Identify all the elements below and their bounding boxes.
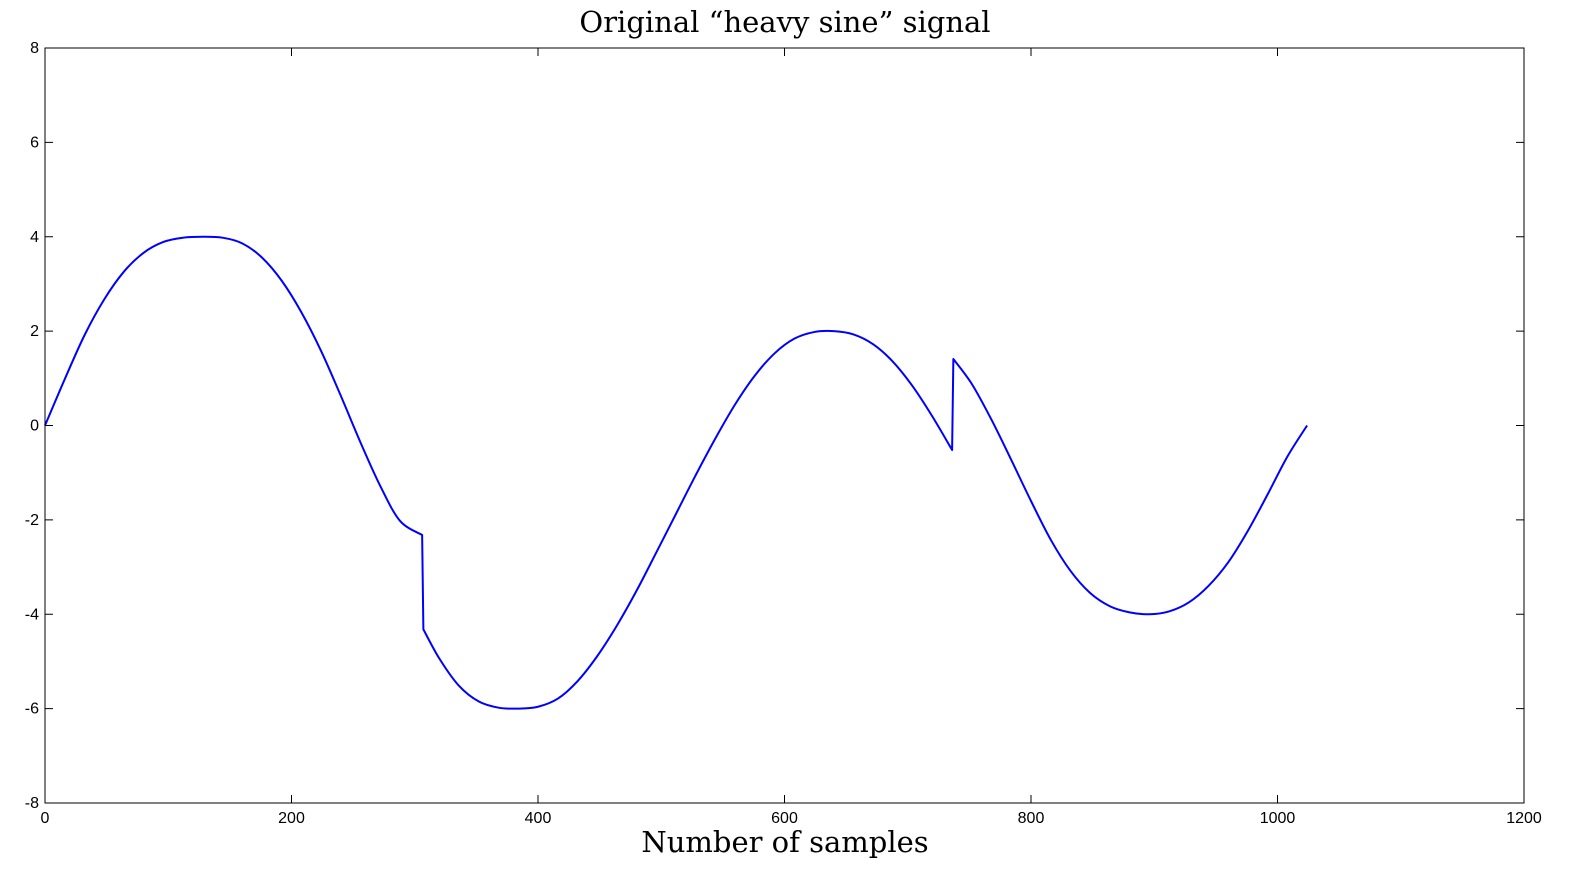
x-tick-label: 0 — [41, 810, 50, 827]
y-tick-label: -6 — [25, 701, 39, 718]
x-tick-label: 1200 — [1506, 810, 1542, 827]
x-tick-label: 600 — [771, 810, 798, 827]
y-tick-label: 6 — [30, 134, 39, 151]
chart-title: Original “heavy sine” signal — [579, 5, 990, 39]
y-tick-label: -2 — [25, 512, 39, 529]
y-tick-label: -4 — [25, 606, 39, 623]
x-axis-label: Number of samples — [641, 825, 928, 859]
axis-ticks: 0 200 400 600 800 1000 1200 -8 -6 -4 -2 0 2 4 6 8 — [25, 40, 1542, 827]
plot-lines — [44, 235, 1308, 710]
x-tick-label: 200 — [278, 810, 305, 827]
y-tick-label: 2 — [30, 323, 39, 340]
plot-frame — [44, 47, 1525, 804]
x-tick-label: 800 — [1018, 810, 1045, 827]
y-tick-label: 4 — [30, 229, 39, 246]
y-tick-label: -8 — [25, 795, 39, 812]
x-tick-label: 1000 — [1260, 810, 1296, 827]
x-tick-label: 400 — [525, 810, 552, 827]
series-line-heavy-sine — [44, 235, 1308, 710]
y-tick-label: 8 — [30, 40, 39, 57]
y-tick-label: 0 — [30, 418, 39, 435]
